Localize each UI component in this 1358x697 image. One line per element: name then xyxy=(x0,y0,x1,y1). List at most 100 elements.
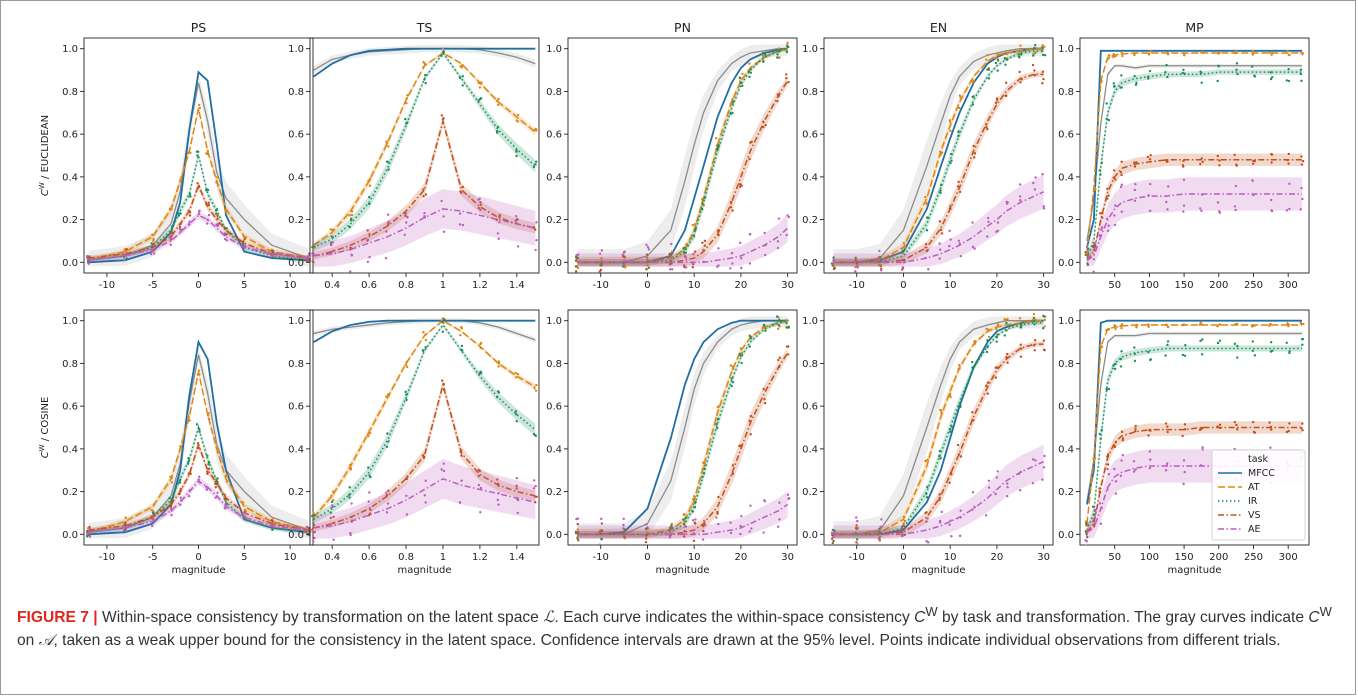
observation-dot xyxy=(216,477,219,480)
observation-dot xyxy=(1107,472,1111,476)
observation-dot xyxy=(994,101,998,104)
x-tick-label: 0.8 xyxy=(398,280,414,291)
x-tick-label: 0.4 xyxy=(324,280,340,291)
observation-dot xyxy=(924,459,927,463)
ci-band-ae xyxy=(833,175,1044,267)
observation-dot xyxy=(939,189,942,192)
ci-band-gray xyxy=(313,318,536,343)
observation-dot xyxy=(927,541,930,544)
x-tick-label: 0.6 xyxy=(361,280,377,291)
observation-dot xyxy=(956,443,960,447)
observation-dot xyxy=(197,212,201,216)
observation-dot xyxy=(1285,341,1288,344)
observation-dot xyxy=(150,524,154,528)
observation-dot xyxy=(1268,51,1271,55)
observation-dot xyxy=(177,481,181,484)
observation-dot xyxy=(124,516,127,519)
plot-area xyxy=(574,315,791,545)
observation-dot xyxy=(368,202,371,206)
observation-dot xyxy=(644,537,648,540)
observation-dot xyxy=(786,41,789,45)
observation-dot xyxy=(684,516,687,520)
observation-dot xyxy=(1106,453,1110,456)
observation-dot xyxy=(1218,164,1221,167)
observation-dot xyxy=(777,323,780,327)
observation-dot xyxy=(691,266,694,269)
observation-dot xyxy=(1250,65,1254,68)
y-tick-label: 1.0 xyxy=(288,44,304,55)
observation-dot xyxy=(1133,165,1137,168)
observation-dot xyxy=(1132,470,1136,473)
observation-dot xyxy=(1288,351,1291,355)
x-tick-label: 200 xyxy=(1209,552,1228,563)
observation-dot xyxy=(1181,163,1185,167)
observation-dot xyxy=(350,254,354,257)
observation-dot xyxy=(1085,524,1088,527)
observation-dot xyxy=(959,405,962,409)
observation-dot xyxy=(622,527,625,530)
observation-dot xyxy=(1182,210,1185,213)
observation-dot xyxy=(1113,84,1116,88)
observation-dot xyxy=(1164,354,1167,357)
y-label-base: C xyxy=(40,189,51,196)
observation-dot xyxy=(1234,184,1238,188)
observation-dot xyxy=(925,229,929,232)
caption-cw-symbol-base: C xyxy=(914,609,926,627)
observation-dot xyxy=(224,498,227,502)
observation-dot xyxy=(312,261,315,264)
observation-dot xyxy=(1199,339,1202,343)
observation-dot xyxy=(532,487,536,490)
observation-dot xyxy=(938,521,942,524)
observation-dot xyxy=(514,371,517,375)
observation-dot xyxy=(206,472,209,475)
observation-dot xyxy=(1181,71,1184,75)
x-tick-label: 20 xyxy=(991,280,1004,291)
observation-dot xyxy=(692,252,695,256)
x-axis-label: magnitude xyxy=(171,565,225,576)
observation-dot xyxy=(1165,63,1168,67)
observation-dot xyxy=(958,106,961,110)
y-tick-label: 0.4 xyxy=(1058,444,1074,455)
observation-dot xyxy=(1201,160,1204,164)
x-tick-label: -5 xyxy=(148,552,158,563)
observation-dot xyxy=(1121,54,1124,58)
y-tick-label: 0.0 xyxy=(62,258,78,269)
observation-dot xyxy=(1106,488,1109,491)
y-tick-label: 0.6 xyxy=(288,130,304,141)
observation-dot xyxy=(1251,49,1255,53)
observation-dot xyxy=(701,241,704,244)
observation-dot xyxy=(169,235,172,239)
observation-dot xyxy=(515,149,518,152)
observation-dot xyxy=(514,410,518,413)
observation-dot xyxy=(1166,208,1169,211)
observation-dot xyxy=(1182,459,1186,462)
observation-dot xyxy=(971,411,974,414)
observation-dot xyxy=(207,203,211,207)
observation-dot xyxy=(442,116,445,120)
panel-ts-row-2: 0.0 0.2 0.4 0.6 0.8 1.0 0.4 0.6 0.8 1 1.2 1.4 magnit… xyxy=(288,309,540,576)
observation-dot xyxy=(1113,467,1116,471)
observation-dot xyxy=(645,243,648,247)
observation-dot xyxy=(179,212,182,215)
observation-dot xyxy=(1041,82,1044,85)
observation-dot xyxy=(1086,535,1089,539)
observation-dot xyxy=(600,249,604,252)
ci-band-vs xyxy=(1086,421,1303,536)
y-tick-label: 0.6 xyxy=(802,402,818,413)
observation-dot xyxy=(831,541,834,545)
observation-dot xyxy=(1133,188,1137,192)
observation-dot xyxy=(368,491,371,494)
observation-dot xyxy=(1100,345,1103,348)
series-line-at xyxy=(88,108,309,261)
observation-dot xyxy=(924,195,927,199)
observation-dot xyxy=(683,512,686,516)
observation-dot xyxy=(1216,154,1220,158)
observation-dot xyxy=(312,540,315,543)
observation-dot xyxy=(682,271,685,273)
observation-dot xyxy=(197,103,201,107)
observation-dot xyxy=(939,228,943,232)
observation-dot xyxy=(647,544,650,545)
observation-dot xyxy=(1004,81,1008,85)
observation-dot xyxy=(739,81,743,85)
observation-dot xyxy=(1098,212,1102,215)
